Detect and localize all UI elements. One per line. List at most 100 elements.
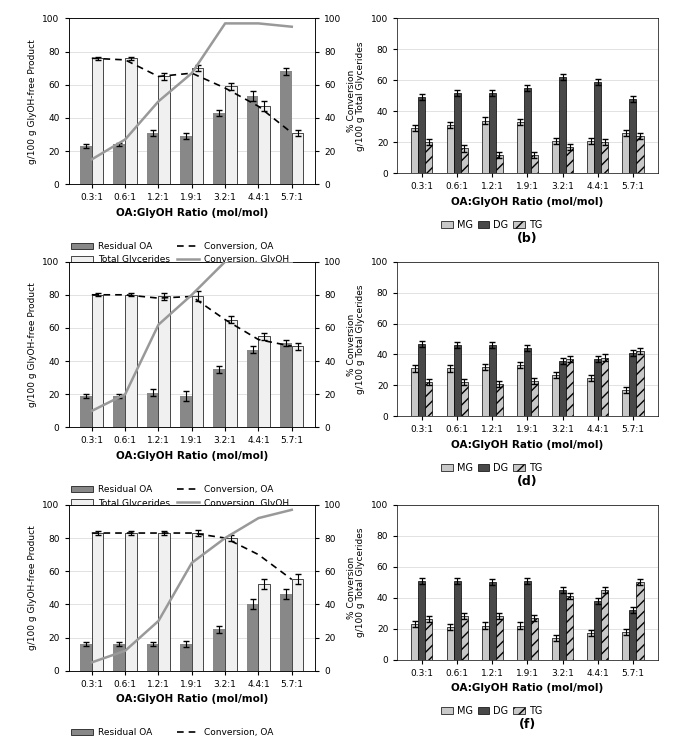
- Bar: [192, 69, 203, 184]
- Bar: [623, 390, 630, 416]
- Bar: [92, 58, 103, 184]
- Bar: [412, 128, 419, 173]
- Bar: [425, 383, 432, 416]
- Bar: [92, 533, 103, 671]
- Bar: [425, 619, 432, 660]
- Bar: [517, 122, 524, 173]
- Bar: [225, 538, 237, 671]
- Bar: [247, 97, 258, 184]
- Bar: [496, 384, 503, 416]
- Bar: [524, 349, 531, 416]
- Bar: [280, 594, 292, 671]
- Bar: [447, 125, 453, 173]
- Y-axis label: % Conversion: % Conversion: [347, 556, 356, 619]
- Y-axis label: g/100 g GlyOH-free Product: g/100 g GlyOH-free Product: [27, 282, 37, 407]
- Bar: [623, 133, 630, 173]
- Bar: [280, 71, 292, 184]
- Bar: [180, 136, 192, 184]
- Bar: [412, 624, 419, 660]
- Bar: [247, 604, 258, 671]
- Bar: [460, 383, 468, 416]
- Text: (b): (b): [517, 231, 538, 245]
- Bar: [419, 581, 425, 660]
- Bar: [496, 616, 503, 660]
- Bar: [214, 629, 225, 671]
- X-axis label: OA:GlyOH Ratio (mol/mol): OA:GlyOH Ratio (mol/mol): [451, 197, 603, 207]
- Bar: [489, 93, 496, 173]
- Bar: [587, 377, 595, 416]
- Bar: [92, 295, 103, 427]
- X-axis label: OA:GlyOH Ratio (mol/mol): OA:GlyOH Ratio (mol/mol): [116, 208, 268, 218]
- Bar: [425, 142, 432, 173]
- Bar: [447, 627, 453, 660]
- Bar: [453, 345, 460, 416]
- Bar: [80, 146, 92, 184]
- X-axis label: OA:GlyOH Ratio (mol/mol): OA:GlyOH Ratio (mol/mol): [451, 440, 603, 450]
- Bar: [601, 142, 608, 173]
- Bar: [587, 141, 595, 173]
- Y-axis label: % Conversion: % Conversion: [347, 70, 356, 133]
- Bar: [80, 644, 92, 671]
- Y-axis label: % Conversion: % Conversion: [347, 313, 356, 376]
- X-axis label: OA:GlyOH Ratio (mol/mol): OA:GlyOH Ratio (mol/mol): [451, 683, 603, 694]
- Bar: [292, 579, 303, 671]
- Bar: [147, 644, 158, 671]
- Bar: [595, 601, 601, 660]
- Bar: [247, 349, 258, 427]
- Bar: [180, 644, 192, 671]
- Bar: [114, 644, 125, 671]
- Bar: [114, 396, 125, 427]
- Bar: [453, 581, 460, 660]
- Bar: [125, 58, 137, 184]
- Bar: [419, 97, 425, 173]
- Bar: [158, 533, 170, 671]
- Y-axis label: g/100 g Total Glycerides: g/100 g Total Glycerides: [356, 41, 366, 150]
- Bar: [280, 343, 292, 427]
- Bar: [636, 582, 643, 660]
- Bar: [601, 590, 608, 660]
- Bar: [225, 320, 237, 427]
- Bar: [158, 296, 170, 427]
- Bar: [566, 596, 573, 660]
- Bar: [517, 626, 524, 660]
- Bar: [489, 582, 496, 660]
- Bar: [482, 121, 489, 173]
- Bar: [524, 581, 531, 660]
- Y-axis label: g/100 g GlyOH-free Product: g/100 g GlyOH-free Product: [27, 525, 37, 650]
- Bar: [180, 396, 192, 427]
- Text: (a): (a): [182, 264, 202, 277]
- Bar: [214, 113, 225, 184]
- Bar: [482, 367, 489, 416]
- Bar: [214, 369, 225, 427]
- X-axis label: OA:GlyOH Ratio (mol/mol): OA:GlyOH Ratio (mol/mol): [116, 451, 268, 461]
- Bar: [292, 133, 303, 184]
- Bar: [453, 93, 460, 173]
- Bar: [460, 148, 468, 173]
- Bar: [419, 343, 425, 416]
- Bar: [524, 88, 531, 173]
- Legend: MG, DG, TG: MG, DG, TG: [441, 463, 542, 473]
- Bar: [258, 584, 270, 671]
- X-axis label: OA:GlyOH Ratio (mol/mol): OA:GlyOH Ratio (mol/mol): [116, 694, 268, 705]
- Bar: [552, 638, 559, 660]
- Text: (f): (f): [519, 718, 536, 731]
- Bar: [225, 86, 237, 184]
- Bar: [258, 106, 270, 184]
- Bar: [489, 345, 496, 416]
- Bar: [531, 618, 538, 660]
- Legend: Residual OA, Total Glycerides, Conversion, OA, Conversion, GlyOH: Residual OA, Total Glycerides, Conversio…: [71, 242, 289, 265]
- Legend: MG, DG, TG: MG, DG, TG: [441, 220, 542, 230]
- Bar: [623, 632, 630, 660]
- Bar: [158, 77, 170, 184]
- Legend: Residual OA, Total Glycerides, Conversion, OA, Conversion, GlyOH: Residual OA, Total Glycerides, Conversio…: [71, 485, 289, 508]
- Bar: [552, 141, 559, 173]
- Bar: [601, 357, 608, 416]
- Legend: Residual OA, Total Glycerides, Conversion, OA, Conversion, GlyOH: Residual OA, Total Glycerides, Conversio…: [71, 728, 289, 737]
- Bar: [125, 295, 137, 427]
- Bar: [192, 533, 203, 671]
- Bar: [447, 368, 453, 416]
- Bar: [114, 144, 125, 184]
- Bar: [192, 296, 203, 427]
- Bar: [595, 82, 601, 173]
- Bar: [147, 133, 158, 184]
